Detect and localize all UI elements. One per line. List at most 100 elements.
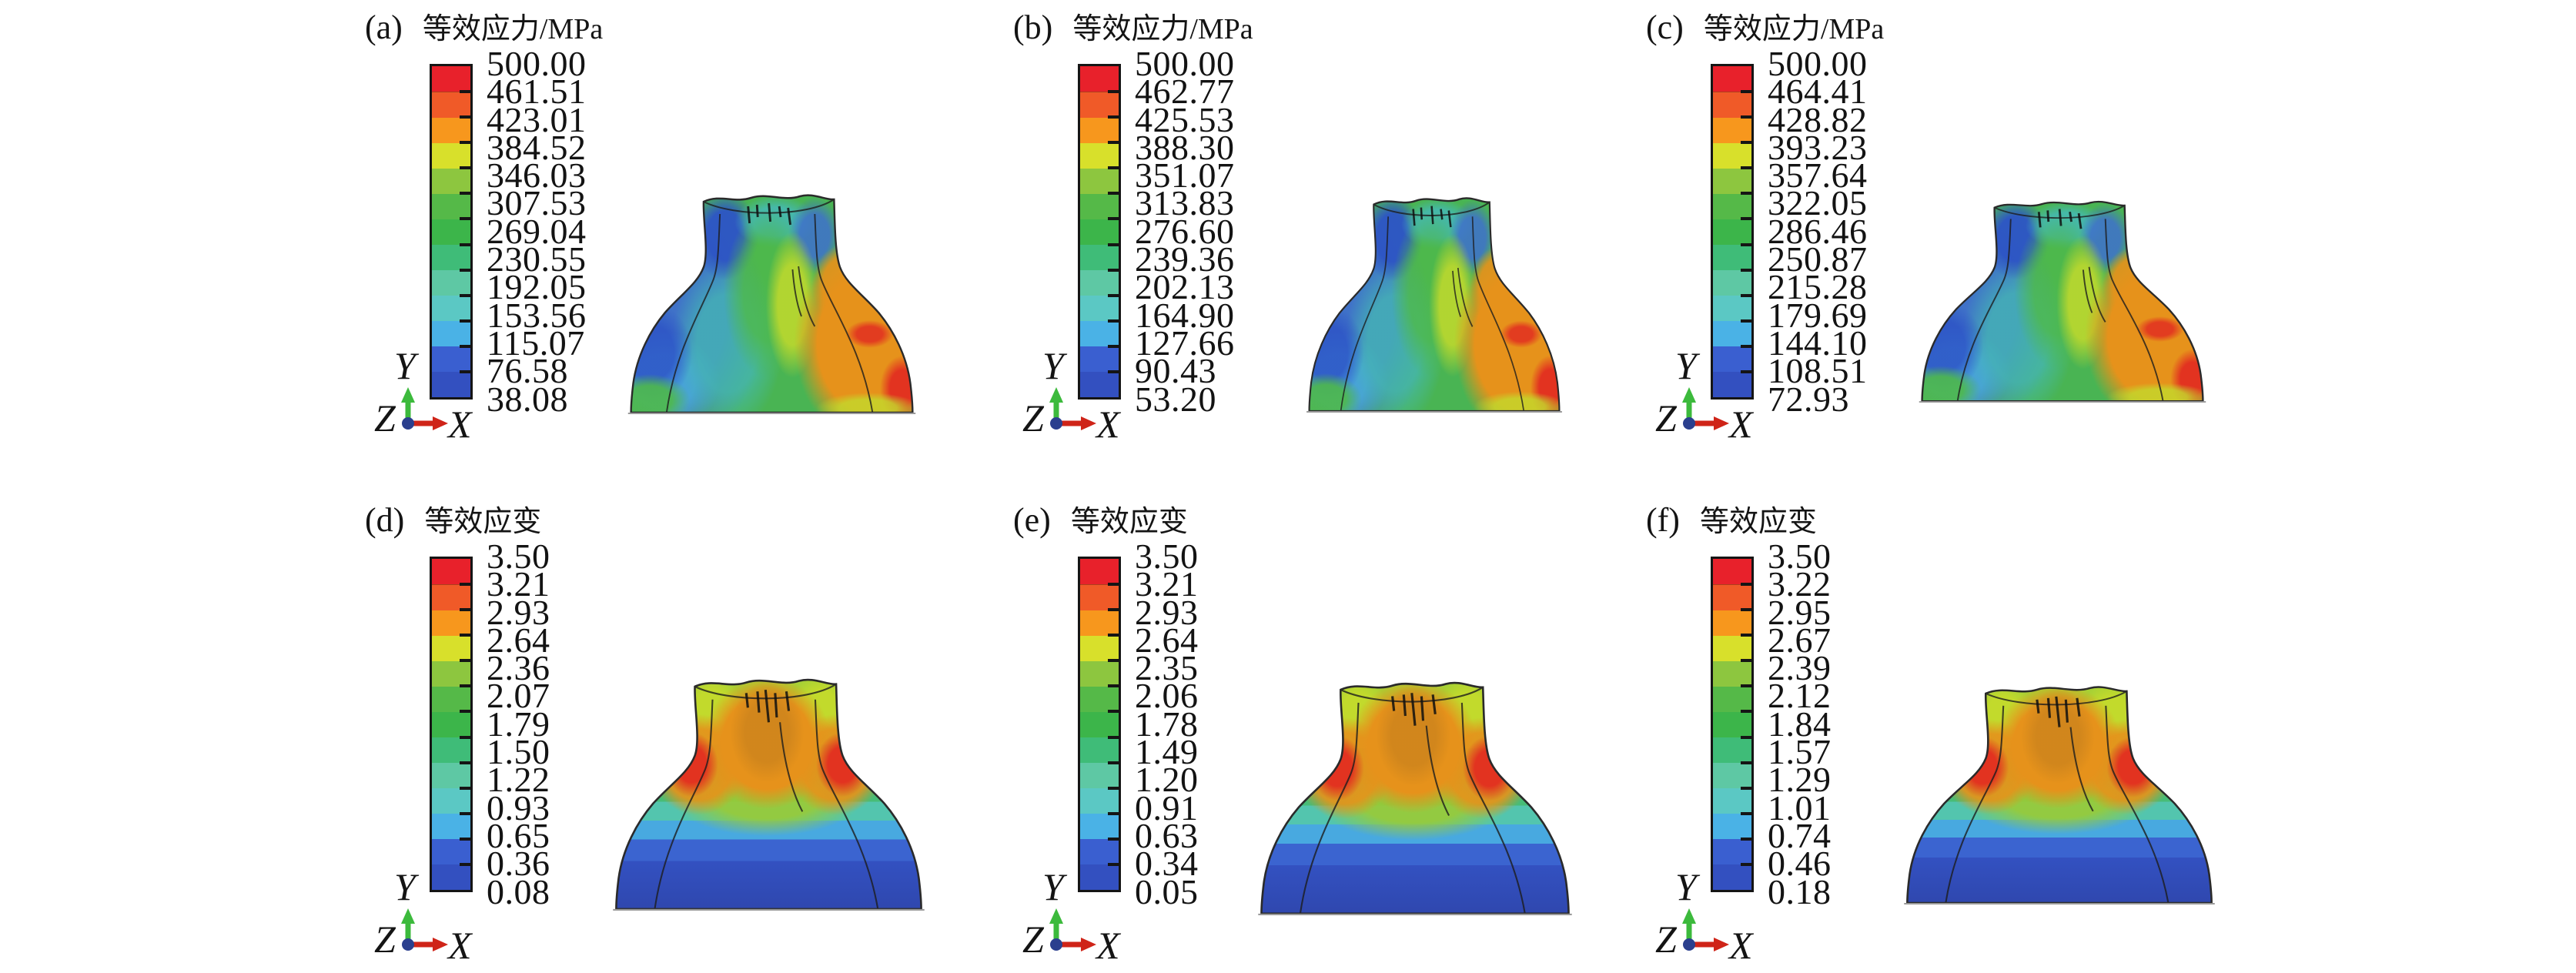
legend-tick-value: 1.84 — [1768, 704, 1832, 744]
colorbar-band — [1713, 169, 1751, 194]
colorbar-tick-mark — [1741, 684, 1754, 688]
legend-tick-value: 230.55 — [487, 239, 587, 279]
colorbar-tick-mark — [1108, 634, 1121, 637]
colorbar-band — [1713, 687, 1751, 712]
legend-tick-value: 461.51 — [487, 72, 587, 112]
colorbar-tick-mark — [1108, 369, 1121, 373]
colorbar-band — [1080, 661, 1119, 687]
panel-header: (c) 等效应力/MPa — [1646, 6, 1884, 51]
legend-tick-value: 250.87 — [1768, 239, 1868, 279]
legend-scale: 500.00 461.51 423.01 384.52 346.03 307.53 269.… — [487, 44, 587, 416]
colorbar-tick-mark — [460, 710, 473, 714]
colorbar-tick-mark — [1741, 761, 1754, 764]
colorbar-band — [1713, 712, 1751, 737]
colorbar-band — [432, 372, 470, 397]
legend-tick-value: 2.35 — [1135, 648, 1199, 688]
colorbar-band — [1080, 296, 1119, 321]
contour-plot — [608, 674, 929, 911]
colorbar-tick-mark — [1108, 192, 1121, 196]
colorbar-tick-mark — [460, 242, 473, 246]
colorbar-tick-mark — [1741, 634, 1754, 637]
colorbar-band — [432, 321, 470, 346]
panel-header: (a) 等效应力/MPa — [365, 6, 603, 51]
colorbar-band — [432, 143, 470, 169]
colorbar-band — [1713, 194, 1751, 219]
axis-arrows-icon — [1682, 908, 1729, 951]
legend-tick-value: 346.03 — [487, 155, 587, 196]
axis-triad: Y Z X — [374, 346, 490, 464]
colorbar-tick-mark — [1741, 659, 1754, 663]
colorbar-band — [432, 864, 470, 890]
panel-index-label: (d) — [365, 501, 405, 539]
colorbar-tick-mark — [460, 811, 473, 815]
colorbar-tick-mark — [460, 141, 473, 145]
contour-plot — [1899, 681, 2220, 904]
colorbar-band — [432, 636, 470, 661]
axis-arrows-icon — [401, 908, 448, 951]
y-axis-label: Y — [1675, 344, 1697, 387]
colorbar-band — [1080, 636, 1119, 661]
colorbar-tick-mark — [1108, 659, 1121, 663]
x-axis-label: X — [1729, 924, 1753, 967]
legend-tick-value: 115.07 — [487, 323, 585, 363]
legend-scale: 3.50 3.22 2.95 2.67 2.39 2.12 1.84 1.57 1.29 1.01… — [1768, 538, 1832, 911]
colorbar-band — [1080, 839, 1119, 864]
colorbar-tick-mark — [1741, 369, 1754, 373]
legend-tick-value: 500.00 — [1768, 44, 1868, 83]
axis-triad: Y Z X — [1022, 346, 1138, 464]
legend-tick-value: 2.93 — [487, 592, 550, 632]
legend-tick-value: 192.05 — [487, 267, 587, 307]
legend-tick-value: 179.69 — [1768, 295, 1868, 335]
colorbar — [430, 64, 473, 400]
colorbar-tick-mark — [1741, 192, 1754, 196]
legend-tick-value: 0.93 — [487, 787, 550, 828]
colorbar-tick-mark — [460, 90, 473, 94]
colorbar-tick-mark — [460, 634, 473, 637]
legend-tick-value: 500.00 — [487, 44, 587, 83]
colorbar-band — [432, 194, 470, 219]
legend-tick-value: 428.82 — [1768, 99, 1868, 139]
z-axis-label: Z — [1655, 918, 1677, 961]
legend-tick-value: 0.18 — [1768, 871, 1832, 911]
colorbar-tick-mark — [460, 344, 473, 348]
colorbar-band — [432, 788, 470, 814]
colorbar-tick-mark — [1108, 344, 1121, 348]
colorbar-band — [1080, 194, 1119, 219]
colorbar-band — [1080, 169, 1119, 194]
colorbar-tick-mark — [1741, 90, 1754, 94]
legend-tick-value: 0.36 — [487, 844, 550, 884]
colorbar-band — [1713, 610, 1751, 636]
legend-tick-value: 0.63 — [1135, 815, 1199, 855]
colorbar — [1711, 557, 1754, 892]
colorbar-band — [1080, 245, 1119, 270]
legend-tick-value: 1.57 — [1768, 732, 1832, 772]
x-axis-label: X — [448, 924, 472, 967]
legend-tick-value: 276.60 — [1135, 211, 1235, 251]
result-panel: (f) 等效应变 3.50 3.22 2.95 2.67 2.39 2.12 1.84 1.5… — [1643, 499, 2320, 973]
result-panel: (d) 等效应变 3.50 3.21 2.93 2.64 2.36 2.07 1.79 1.5… — [362, 499, 1039, 973]
legend-tick-value: 90.43 — [1135, 351, 1216, 391]
colorbar-tick-mark — [460, 293, 473, 297]
legend-tick-value: 53.20 — [1135, 379, 1216, 419]
colorbar-band — [1713, 559, 1751, 584]
colorbar-tick-mark — [1741, 319, 1754, 323]
legend-tick-value: 2.06 — [1135, 676, 1199, 716]
colorbar-tick-mark — [1108, 710, 1121, 714]
legend-tick-value: 1.49 — [1135, 732, 1199, 772]
colorbar-band — [432, 346, 470, 372]
legend-tick-value: 2.12 — [1768, 676, 1832, 716]
colorbar-band — [1080, 270, 1119, 296]
legend-scale: 3.50 3.21 2.93 2.64 2.36 2.07 1.79 1.50 1.22 0.93… — [487, 538, 550, 909]
legend-tick-value: 423.01 — [487, 99, 587, 139]
legend-tick-value: 351.07 — [1135, 155, 1235, 196]
colorbar-band — [1713, 661, 1751, 687]
colorbar-tick-mark — [1741, 242, 1754, 246]
colorbar-band — [1080, 346, 1119, 372]
colorbar-band — [1713, 839, 1751, 864]
colorbar-band — [1080, 814, 1119, 839]
axis-triad: Y Z X — [374, 867, 490, 973]
colorbar-tick-mark — [1741, 811, 1754, 815]
colorbar-band — [1080, 763, 1119, 788]
colorbar-tick-mark — [1741, 344, 1754, 348]
